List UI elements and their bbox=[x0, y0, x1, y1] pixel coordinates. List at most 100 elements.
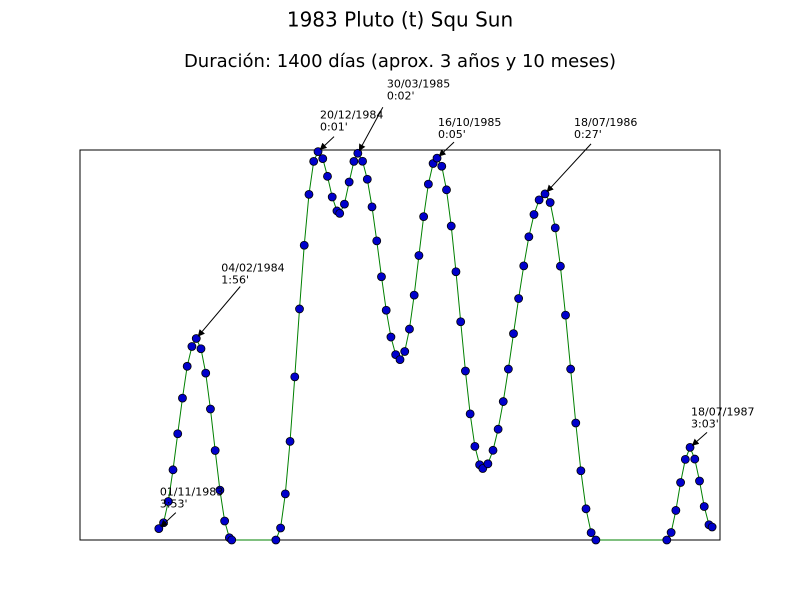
annotation-label: 0:02' bbox=[387, 89, 415, 102]
data-point bbox=[362, 174, 372, 184]
data-point bbox=[327, 192, 337, 202]
annotation-label: 3:03' bbox=[691, 417, 719, 430]
data-point bbox=[372, 236, 382, 246]
plot-frame bbox=[79, 149, 721, 541]
chart-subtitle: Duración: 1400 días (aprox. 3 años y 10 … bbox=[184, 51, 616, 72]
data-point bbox=[581, 504, 591, 514]
data-point bbox=[168, 465, 178, 475]
data-point bbox=[187, 342, 197, 351]
annotation-label: 1:56' bbox=[221, 274, 249, 287]
data-point bbox=[707, 522, 717, 532]
data-point bbox=[524, 232, 534, 242]
data-point bbox=[419, 212, 429, 222]
data-point bbox=[503, 364, 513, 374]
data-point bbox=[173, 429, 183, 439]
data-point bbox=[400, 347, 410, 356]
data-point bbox=[690, 454, 700, 464]
data-point bbox=[276, 523, 285, 533]
data-point bbox=[680, 454, 690, 464]
annotation-date: 30/03/1985 bbox=[387, 77, 450, 90]
data-point bbox=[220, 516, 230, 526]
annotation-date: 01/11/1983 bbox=[160, 486, 223, 499]
data-point bbox=[318, 154, 328, 164]
data-point bbox=[210, 446, 220, 455]
annotation-arrow bbox=[358, 107, 384, 152]
data-point bbox=[442, 185, 451, 195]
annotation-arrow bbox=[546, 143, 592, 193]
data-point bbox=[395, 355, 405, 365]
data-point bbox=[178, 393, 187, 403]
data-point bbox=[353, 148, 363, 158]
data-point bbox=[163, 497, 173, 506]
data-point bbox=[381, 305, 391, 315]
data-point bbox=[335, 208, 345, 218]
data-point bbox=[358, 156, 367, 166]
annotation-label: 0:01' bbox=[320, 121, 348, 134]
data-point bbox=[514, 294, 524, 303]
data-point bbox=[367, 202, 377, 212]
data-point bbox=[576, 466, 586, 476]
data-point bbox=[591, 535, 601, 545]
annotation-arrow bbox=[691, 432, 708, 446]
data-point bbox=[555, 261, 565, 271]
data-point bbox=[423, 179, 433, 189]
annotation-date: 18/07/1986 bbox=[574, 116, 637, 129]
data-point bbox=[271, 535, 281, 545]
data-point bbox=[377, 272, 386, 282]
data-point bbox=[671, 506, 681, 515]
data-point bbox=[666, 528, 676, 537]
data-point bbox=[386, 332, 396, 342]
data-point bbox=[414, 251, 424, 260]
data-point bbox=[470, 441, 480, 451]
data-point bbox=[699, 502, 709, 511]
data-point bbox=[456, 317, 466, 327]
data-point bbox=[280, 489, 290, 499]
data-point bbox=[566, 364, 576, 374]
data-point bbox=[529, 210, 539, 219]
data-point bbox=[446, 221, 456, 231]
data-point bbox=[571, 418, 581, 428]
data-point bbox=[299, 240, 309, 250]
data-point bbox=[215, 485, 225, 495]
annotation-arrow bbox=[319, 136, 335, 151]
data-point bbox=[465, 409, 475, 419]
annotation-label: 0:05' bbox=[438, 128, 466, 141]
annotation-date: 20/12/1984 bbox=[320, 109, 383, 122]
data-point bbox=[488, 445, 498, 455]
data-point bbox=[662, 535, 672, 545]
data-point bbox=[498, 397, 508, 406]
data-point bbox=[295, 304, 304, 314]
data-point bbox=[545, 198, 555, 207]
data-point bbox=[159, 518, 168, 528]
annotation-date: 16/10/1985 bbox=[438, 116, 501, 129]
data-point bbox=[201, 368, 211, 378]
data-point bbox=[550, 223, 560, 233]
data-point bbox=[451, 267, 461, 277]
annotation-arrow bbox=[197, 286, 241, 337]
data-point bbox=[534, 195, 544, 205]
annotation-arrow bbox=[160, 512, 177, 528]
data-point bbox=[309, 156, 319, 166]
annotation-arrow bbox=[438, 141, 455, 157]
data-point bbox=[304, 189, 314, 199]
chart-title: 1983 Pluto (t) Squ Sun bbox=[287, 8, 513, 32]
data-point bbox=[409, 290, 419, 300]
data-point bbox=[586, 528, 596, 538]
data-point bbox=[196, 344, 206, 354]
data-point bbox=[695, 476, 704, 486]
data-point bbox=[349, 156, 359, 166]
data-point bbox=[519, 261, 529, 271]
annotation-date: 04/02/1984 bbox=[221, 262, 284, 275]
annotation-label: 3:53' bbox=[160, 498, 188, 511]
data-point bbox=[290, 372, 300, 382]
data-point bbox=[437, 161, 447, 171]
data-point bbox=[182, 361, 192, 371]
data-point bbox=[676, 478, 685, 487]
data-point bbox=[461, 366, 470, 376]
data-point bbox=[493, 424, 503, 434]
data-point bbox=[340, 199, 349, 209]
annotation-label: 0:27' bbox=[574, 128, 602, 141]
data-point bbox=[561, 310, 570, 320]
data-point bbox=[285, 436, 295, 446]
